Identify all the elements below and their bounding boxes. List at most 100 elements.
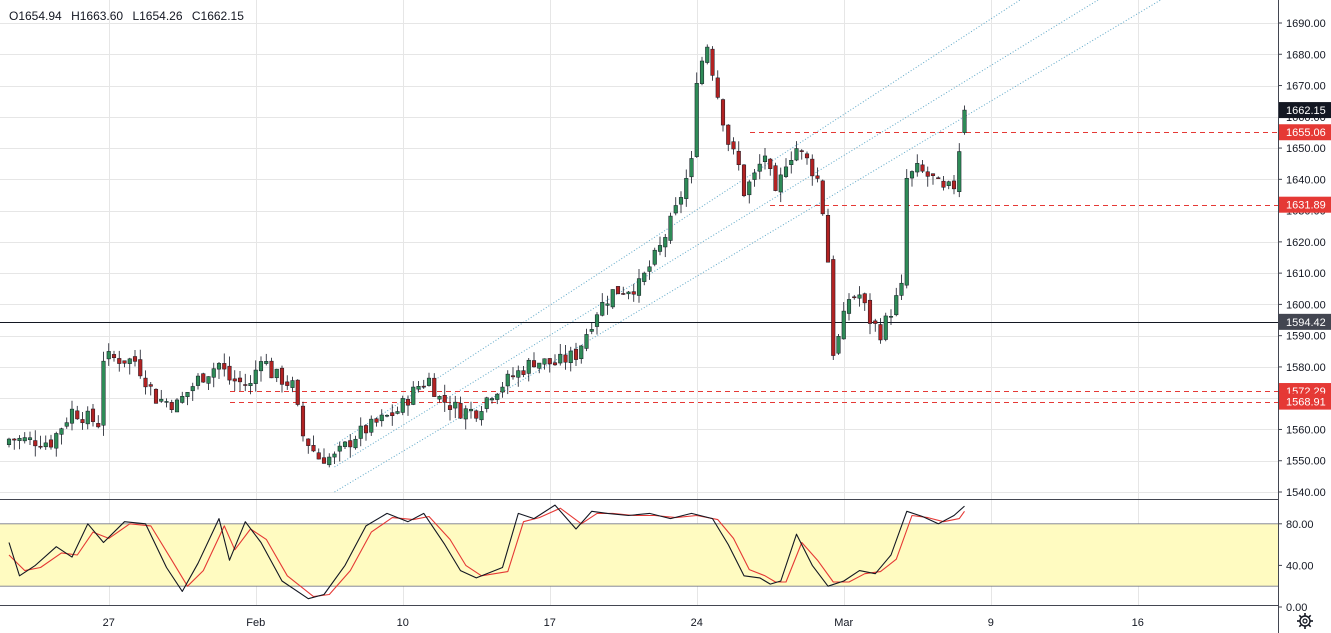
candle-body[interactable] [778,174,783,193]
candle-body[interactable] [117,358,122,364]
candle-body[interactable] [841,310,846,340]
candle-body[interactable] [668,215,673,241]
candle-body[interactable] [411,386,416,405]
candle-body[interactable] [237,377,243,383]
candle-body[interactable] [180,396,185,403]
candle-body[interactable] [195,375,201,386]
candle-body[interactable] [936,177,941,179]
candle-body[interactable] [269,360,274,379]
candle-body[interactable] [248,383,253,386]
candle-body[interactable] [941,180,946,188]
candle-body[interactable] [810,158,815,177]
candle-body[interactable] [710,48,715,76]
candle-body[interactable] [321,457,327,464]
candle-body[interactable] [159,398,164,402]
candle-body[interactable] [442,395,447,403]
candle-body[interactable] [600,302,605,316]
candle-body[interactable] [915,163,920,173]
candle-body[interactable] [232,378,237,382]
stochastic-axis[interactable]: 0.00 40.00 80.00 [1278,519,1314,614]
candle-body[interactable] [694,83,699,157]
candle-body[interactable] [64,422,69,427]
candle-body[interactable] [930,173,936,176]
candle-body[interactable] [227,365,232,381]
candle-body[interactable] [75,410,80,420]
candle-body[interactable] [122,360,127,364]
candle-body[interactable] [148,384,153,387]
candle-body[interactable] [621,293,626,295]
candle-body[interactable] [689,158,694,178]
candle-body[interactable] [358,425,363,439]
candle-body[interactable] [873,320,878,324]
candle-body[interactable] [552,362,558,366]
candle-body[interactable] [631,291,636,295]
candle-body[interactable] [731,141,736,150]
candle-body[interactable] [400,398,405,413]
candle-body[interactable] [747,181,752,196]
candle-body[interactable] [605,303,610,306]
candle-body[interactable] [6,438,12,445]
candle-body[interactable] [531,360,537,368]
candle-body[interactable] [59,428,64,435]
candle-body[interactable] [432,377,437,397]
candle-body[interactable] [484,397,489,409]
candle-body[interactable] [185,392,190,398]
candle-body[interactable] [474,410,479,419]
candle-body[interactable] [489,398,495,401]
candle-body[interactable] [831,259,836,356]
candle-body[interactable] [106,351,111,360]
candle-body[interactable] [416,386,421,390]
candle-body[interactable] [306,438,311,446]
candle-body[interactable] [894,295,899,316]
candle-body[interactable] [48,439,54,448]
candle-body[interactable] [720,99,726,126]
candle-body[interactable] [799,150,804,152]
candle-body[interactable] [657,245,663,252]
candle-body[interactable] [904,178,909,286]
candle-body[interactable] [54,433,59,449]
candle-body[interactable] [899,282,904,296]
candle-body[interactable] [957,151,962,192]
candle-body[interactable] [794,148,799,161]
candle-body[interactable] [615,286,621,295]
candle-body[interactable] [804,153,810,159]
candle-body[interactable] [342,441,348,447]
candle-body[interactable] [715,77,720,98]
candle-body[interactable] [946,181,951,186]
candle-body[interactable] [558,353,563,364]
candle-body[interactable] [90,408,96,422]
candle-body[interactable] [878,324,883,341]
candle-body[interactable] [316,452,321,460]
candle-body[interactable] [642,272,647,282]
candle-body[interactable] [495,393,500,400]
candle-body[interactable] [563,354,568,363]
candle-body[interactable] [652,249,657,265]
candle-body[interactable] [332,453,337,458]
candle-body[interactable] [38,445,43,448]
candle-body[interactable] [752,172,757,180]
candle-body[interactable] [500,386,505,393]
candle-body[interactable] [384,414,390,417]
candle-body[interactable] [127,358,132,364]
candle-body[interactable] [327,456,332,466]
candle-body[interactable] [568,350,573,364]
candle-body[interactable] [962,109,967,133]
candle-body[interactable] [867,299,873,324]
channel-line[interactable] [334,0,1033,446]
candle-body[interactable] [295,379,300,405]
candle-body[interactable] [836,336,841,354]
candle-body[interactable] [537,362,542,369]
candle-body[interactable] [379,414,384,422]
candle-body[interactable] [862,293,867,304]
candle-body[interactable] [243,384,248,386]
candle-body[interactable] [290,380,295,388]
candle-body[interactable] [820,180,825,215]
candle-body[interactable] [101,360,106,426]
candle-body[interactable] [773,165,778,191]
candle-body[interactable] [636,278,642,296]
candle-body[interactable] [395,411,400,414]
candle-body[interactable] [453,401,458,409]
candle-body[interactable] [43,442,48,448]
candle-body[interactable] [27,437,33,440]
candle-body[interactable] [741,164,747,197]
